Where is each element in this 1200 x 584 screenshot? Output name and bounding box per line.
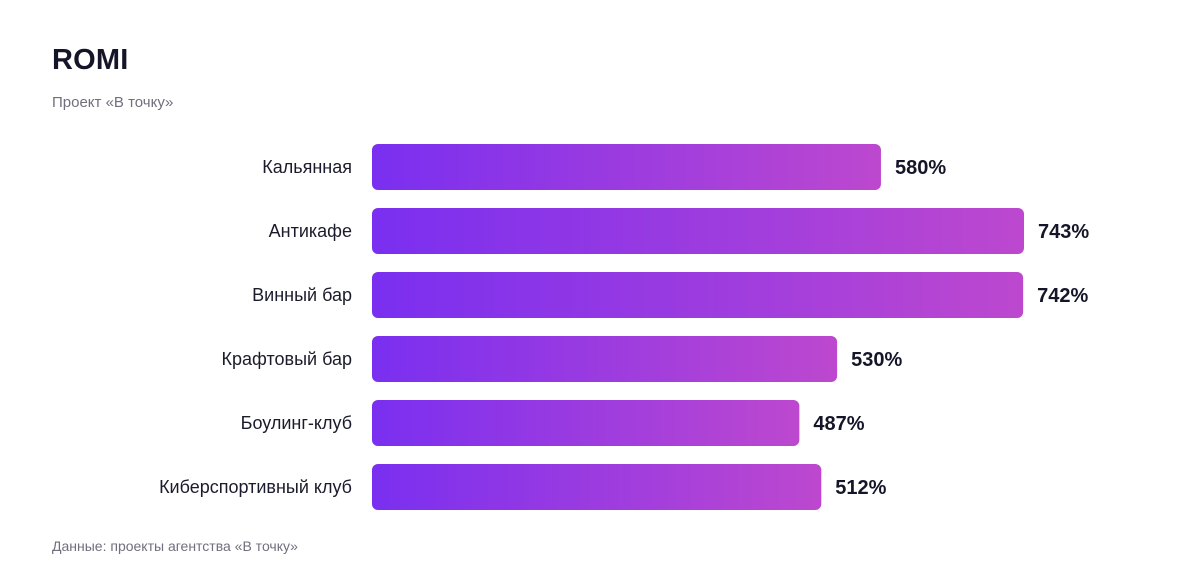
bar (372, 144, 881, 190)
category-label: Крафтовый бар (222, 349, 352, 369)
category-label: Кальянная (262, 157, 352, 177)
category-label: Винный бар (252, 285, 352, 305)
bars-group: Кальянная 580% Антикафе 743% Винный бар 742% К… (159, 144, 1089, 510)
bar (372, 208, 1024, 254)
bar (372, 336, 838, 382)
value-label: 512% (835, 477, 886, 499)
bar (372, 464, 822, 510)
value-label: 487% (813, 413, 864, 435)
category-label: Киберспортивный клуб (159, 477, 352, 497)
bar (372, 400, 800, 446)
bar (372, 272, 1024, 318)
chart-subtitle: Проект «В точку» (52, 94, 174, 111)
value-label: 580% (895, 157, 946, 179)
value-label: 530% (851, 349, 902, 371)
chart-source-note: Данные: проекты агентства «В точку» (52, 538, 298, 554)
category-label: Боулинг-клуб (241, 413, 352, 433)
value-label: 743% (1038, 221, 1089, 243)
value-label: 742% (1037, 285, 1088, 307)
chart-title: ROMI (52, 44, 129, 76)
category-label: Антикафе (269, 221, 352, 241)
